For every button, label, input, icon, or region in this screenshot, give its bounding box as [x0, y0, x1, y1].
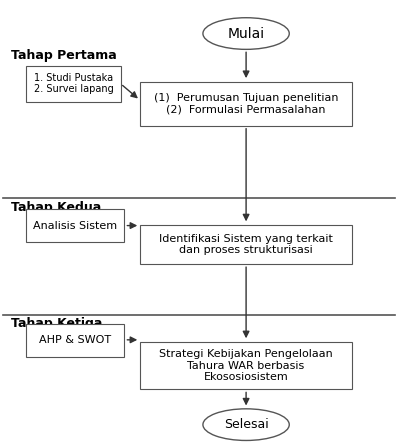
FancyBboxPatch shape	[26, 65, 121, 101]
Ellipse shape	[203, 18, 289, 49]
FancyBboxPatch shape	[26, 324, 125, 356]
Text: Identifikasi Sistem yang terkait
dan proses strukturisasi: Identifikasi Sistem yang terkait dan pro…	[159, 234, 333, 255]
Text: (1)  Perumusan Tujuan penelitian
(2)  Formulasi Permasalahan: (1) Perumusan Tujuan penelitian (2) Form…	[154, 93, 338, 115]
Ellipse shape	[203, 409, 289, 441]
Text: Selesai: Selesai	[224, 418, 269, 431]
Text: Tahap Kedua: Tahap Kedua	[11, 201, 101, 214]
FancyBboxPatch shape	[140, 342, 352, 389]
FancyBboxPatch shape	[140, 82, 352, 126]
FancyBboxPatch shape	[140, 225, 352, 264]
FancyBboxPatch shape	[26, 209, 125, 242]
Text: Strategi Kebijakan Pengelolaan
Tahura WAR berbasis
Ekososiosistem: Strategi Kebijakan Pengelolaan Tahura WA…	[159, 349, 333, 382]
Text: Mulai: Mulai	[228, 27, 265, 40]
Text: 1. Studi Pustaka
2. Survei lapang: 1. Studi Pustaka 2. Survei lapang	[33, 73, 113, 94]
Text: Analisis Sistem: Analisis Sistem	[33, 221, 117, 231]
Text: Tahap Pertama: Tahap Pertama	[11, 49, 116, 62]
Text: Tahap Ketiga: Tahap Ketiga	[11, 317, 102, 330]
Text: AHP & SWOT: AHP & SWOT	[39, 335, 111, 345]
